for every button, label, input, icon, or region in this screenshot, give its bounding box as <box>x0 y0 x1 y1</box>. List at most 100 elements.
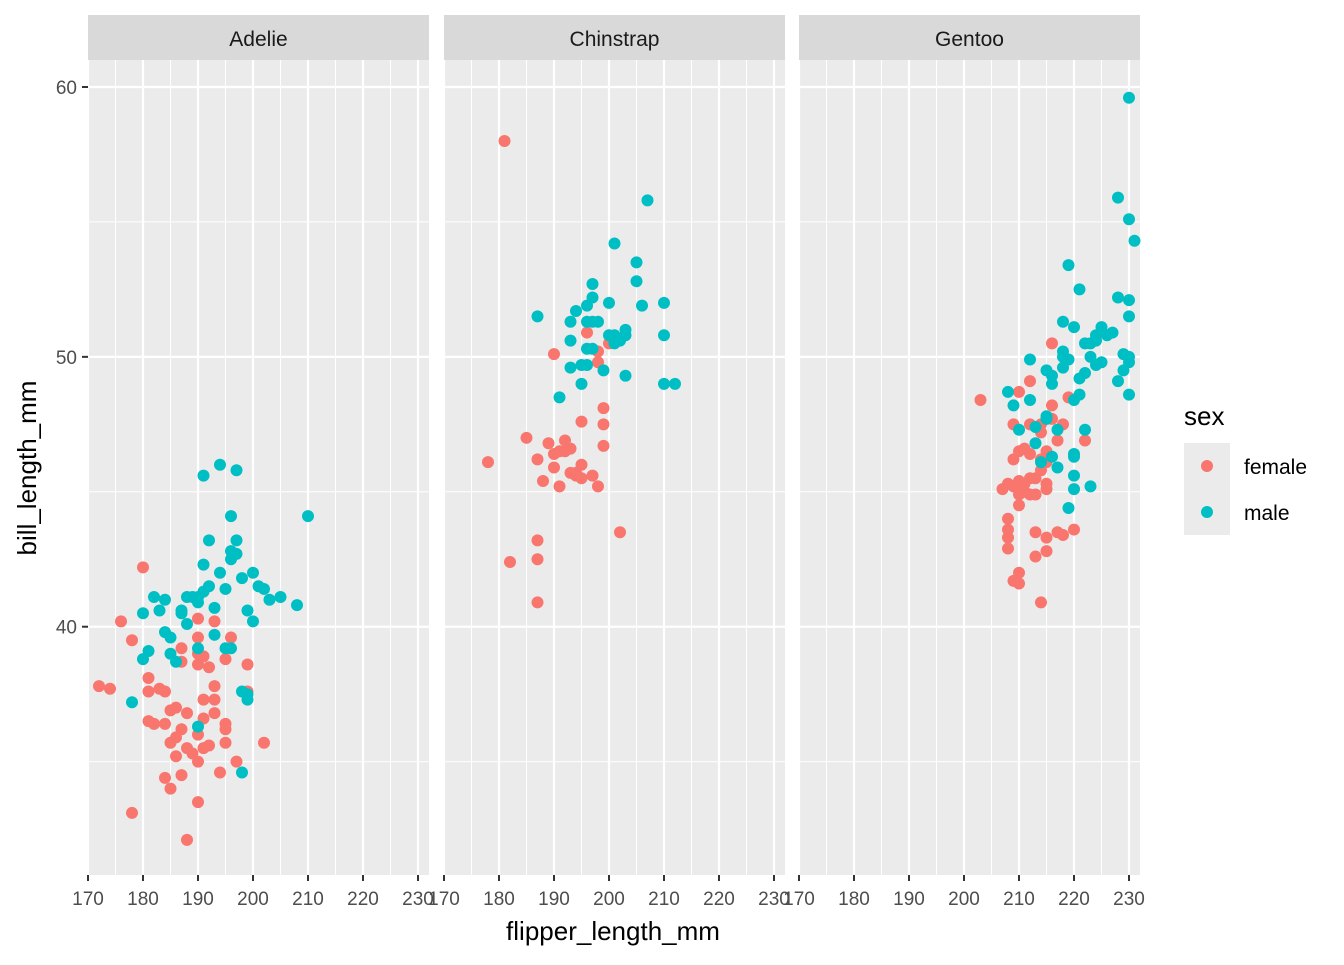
data-point-male <box>170 655 182 668</box>
data-point-female <box>1024 448 1036 461</box>
data-point-female <box>208 615 221 628</box>
data-point-male <box>619 329 632 342</box>
data-point-male <box>1106 326 1119 339</box>
panel-chinstrap: Chinstrap 170 180 190 200 210 220 230 <box>428 15 790 910</box>
data-point-female <box>1013 499 1025 512</box>
data-point-female <box>1046 399 1058 412</box>
data-point-female <box>581 326 593 339</box>
data-point-male <box>531 310 544 323</box>
legend-key-female <box>1201 460 1213 472</box>
y-tick-label: 60 <box>56 78 77 99</box>
data-point-female <box>192 796 204 809</box>
data-point-female <box>1013 566 1025 579</box>
data-point-female <box>1002 542 1014 555</box>
data-point-male <box>641 194 654 207</box>
data-point-male <box>230 464 243 477</box>
data-point-male <box>1046 450 1058 463</box>
data-point-male <box>586 342 599 355</box>
data-point-male <box>258 582 270 595</box>
data-point-female <box>1040 531 1053 544</box>
x-tick-label: 190 <box>182 889 214 910</box>
data-point-female <box>214 766 226 779</box>
data-point-male <box>230 534 243 547</box>
data-point-male <box>208 601 221 614</box>
data-point-female <box>175 723 188 736</box>
data-point-male <box>274 591 287 604</box>
data-point-female <box>126 806 138 819</box>
data-point-male <box>1123 388 1135 401</box>
data-point-male <box>575 377 588 390</box>
x-tick-label: 170 <box>783 889 815 910</box>
x-tick-label: 170 <box>428 889 460 910</box>
data-point-female <box>1029 550 1042 563</box>
data-point-female <box>586 469 599 482</box>
data-point-male <box>1090 334 1102 347</box>
data-point-male <box>225 642 237 655</box>
data-point-male <box>164 631 177 644</box>
data-point-female <box>148 717 160 730</box>
x-tick-label: 200 <box>948 889 980 910</box>
x-tick-label: 200 <box>237 889 269 910</box>
panel-adelie: Adelie 170 180 190 200 210 220 230 <box>72 15 434 910</box>
data-point-male <box>581 299 593 312</box>
data-point-female <box>592 480 604 493</box>
x-tick-label: 190 <box>538 889 570 910</box>
data-point-male <box>1073 388 1086 401</box>
panel-background <box>799 60 1140 875</box>
data-point-male <box>1051 461 1064 474</box>
data-point-male <box>570 304 582 317</box>
data-point-male <box>197 558 210 571</box>
panel-background <box>444 60 785 875</box>
data-point-female <box>241 658 254 671</box>
data-point-male <box>1123 213 1135 226</box>
x-tick-label: 210 <box>292 889 324 910</box>
data-point-female <box>575 458 588 471</box>
data-point-male <box>1112 375 1124 388</box>
data-point-male <box>1123 91 1135 104</box>
data-point-male <box>219 582 232 595</box>
x-tick-label: 180 <box>838 889 870 910</box>
data-point-female <box>1029 526 1042 539</box>
data-point-male <box>564 334 577 347</box>
facet-strip <box>444 15 785 60</box>
data-point-male <box>1073 283 1086 296</box>
data-point-female <box>520 431 533 444</box>
data-point-male <box>630 275 643 288</box>
data-point-male <box>214 566 226 579</box>
facet-strip <box>88 15 429 60</box>
x-tick-label: 180 <box>483 889 515 910</box>
data-point-male <box>1095 356 1108 369</box>
data-point-female <box>192 612 204 625</box>
data-point-male <box>175 607 188 620</box>
data-point-male <box>564 361 577 374</box>
data-point-female <box>531 534 544 547</box>
data-point-female <box>219 717 232 730</box>
panel-background <box>88 60 429 875</box>
data-point-female <box>553 480 566 493</box>
data-point-male <box>630 256 643 269</box>
data-point-female <box>170 750 182 763</box>
data-point-male <box>225 510 237 523</box>
data-point-female <box>531 596 544 609</box>
data-point-female <box>1002 523 1014 536</box>
data-point-male <box>1035 456 1047 469</box>
facet-strip-label: Adelie <box>229 28 287 51</box>
data-point-female <box>1013 385 1025 398</box>
data-point-female <box>570 469 582 482</box>
data-point-female <box>93 680 105 693</box>
data-point-female <box>531 453 544 466</box>
data-point-male <box>1024 394 1036 407</box>
y-tick-label: 40 <box>56 618 77 639</box>
x-tick-label: 220 <box>703 889 735 910</box>
data-point-male <box>1068 321 1080 334</box>
data-point-male <box>1029 421 1042 434</box>
legend-label-male: male <box>1244 502 1290 525</box>
data-point-male <box>1062 501 1075 514</box>
data-point-male <box>1046 369 1058 382</box>
data-point-male <box>1068 483 1080 496</box>
data-point-male <box>1112 291 1124 304</box>
x-tick-label: 210 <box>1003 889 1035 910</box>
x-axis-title: flipper_length_mm <box>506 916 720 946</box>
data-point-male <box>553 391 566 404</box>
